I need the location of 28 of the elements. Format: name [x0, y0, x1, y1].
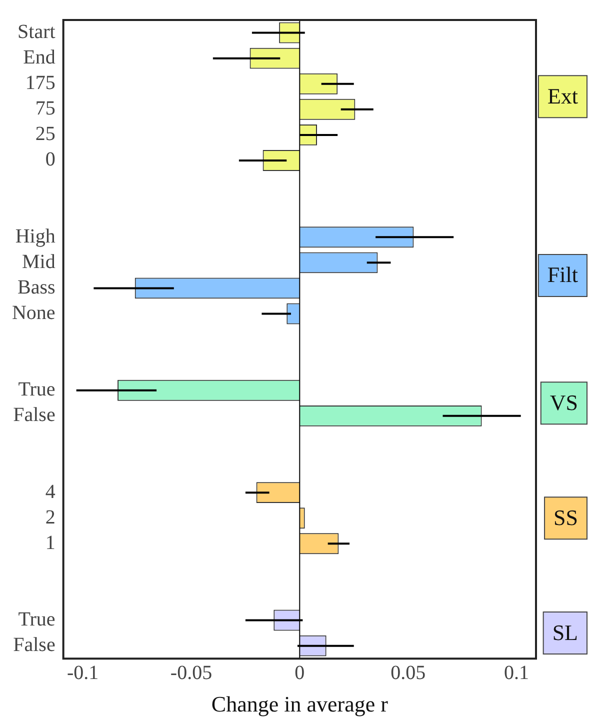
y-tick-label: 25	[35, 123, 56, 146]
y-tick-label: End	[23, 46, 56, 69]
text: Ext	[547, 83, 578, 108]
x-tick-label: 0.05	[390, 662, 426, 684]
text: SL	[552, 620, 578, 645]
y-tick-label: Mid	[22, 250, 56, 273]
y-tick-label: None	[12, 302, 56, 324]
y-tick-label: True	[18, 608, 56, 631]
y-tick-label: 0	[45, 148, 56, 171]
x-tick-label: 0.1	[504, 662, 529, 684]
x-tick-label: 0	[294, 662, 305, 684]
y-tick-label: Start	[18, 21, 56, 44]
y-tick-label: True	[18, 378, 56, 401]
y-tick-label: False	[13, 634, 56, 656]
y-tick-label: High	[15, 225, 56, 248]
x-tick-label: -0.1	[67, 662, 99, 684]
text: SS	[554, 504, 578, 530]
y-tick-label: 4	[45, 480, 56, 503]
y-tick-label: 175	[25, 72, 56, 94]
x-tick-label: -0.05	[170, 662, 212, 684]
y-tick-label: 2	[45, 506, 56, 528]
y-tick-label: 1	[45, 532, 56, 554]
text: VS	[550, 390, 578, 415]
y-tick-label: 75	[35, 98, 56, 120]
x-axis-title: Change in average r	[211, 692, 389, 717]
y-tick-label: Bass	[18, 276, 56, 298]
y-tick-label: False	[13, 404, 56, 426]
text: Filt	[547, 262, 578, 288]
